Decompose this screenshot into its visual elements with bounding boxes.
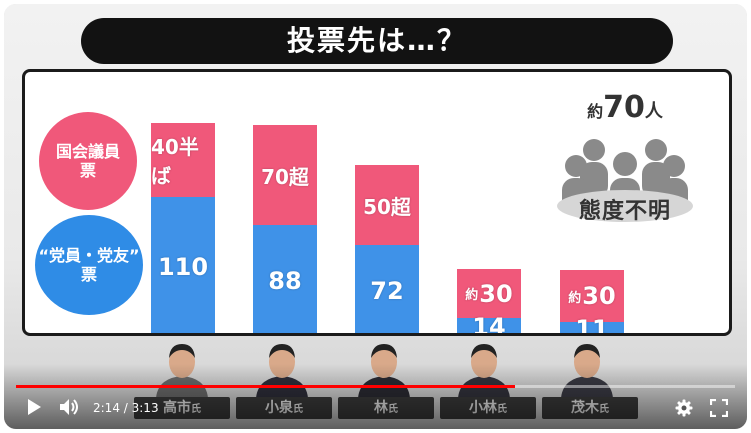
bar-1: 40半ば 110	[151, 123, 215, 333]
undecided-number: 70	[603, 90, 645, 125]
time-separator: /	[119, 401, 132, 415]
bar-segment-diet-votes: 40半ば	[151, 123, 215, 198]
bar-2: 70超 88	[253, 125, 317, 333]
volume-icon	[60, 399, 78, 415]
controls-overlay	[4, 364, 747, 429]
play-button[interactable]	[26, 398, 42, 420]
bar-value-label: 11	[575, 315, 609, 336]
undecided-suffix: 人	[644, 101, 663, 122]
crowd-silhouette-icon	[557, 139, 693, 222]
video-title-banner: 投票先は…？	[81, 18, 673, 64]
bar-segment-diet-votes: 約 30	[560, 270, 624, 323]
video-frame: 投票先は…？ 国会議員 票 “党員・党友” 票 40半ば 110 70超 88 50超 7…	[4, 4, 747, 429]
legend-party-votes: “党員・党友” 票	[35, 215, 143, 315]
label-prefix: 約	[465, 288, 479, 304]
fullscreen-button[interactable]	[709, 398, 729, 421]
undecided-prefix: 約	[587, 102, 604, 121]
bar-3: 50超 72	[355, 165, 419, 333]
bar-value-label: 14	[472, 313, 506, 336]
bar-segment-party-votes: 88	[253, 225, 317, 333]
bar-value-label: 40半ば	[151, 135, 199, 189]
vote-chart: 国会議員 票 “党員・党友” 票 40半ば 110 70超 88 50超 72 約 30 14 約…	[22, 69, 732, 336]
legend-party-votes-line1: “党員・党友”	[38, 245, 140, 265]
bar-value-label: 30	[479, 279, 513, 308]
current-time: 2:14	[93, 401, 120, 415]
bar-segment-diet-votes: 50超	[355, 165, 419, 246]
progress-bar[interactable]	[16, 385, 735, 388]
bar-segment-party-votes: 14	[457, 313, 521, 333]
undecided-label: 態度不明	[578, 199, 671, 224]
bar-segment-diet-votes: 70超	[253, 125, 317, 226]
video-player[interactable]: 投票先は…？ 国会議員 票 “党員・党友” 票 40半ば 110 70超 88 50超 7…	[4, 4, 747, 429]
volume-button[interactable]	[59, 398, 81, 420]
progress-played	[16, 385, 515, 388]
legend-diet-votes-line2: 票	[79, 161, 96, 180]
bar-value-label: 30	[582, 282, 616, 311]
legend-party-votes-line2: 票	[80, 265, 97, 284]
bar-value-label: 70超	[261, 164, 309, 189]
legend-diet-votes: 国会議員 票	[39, 112, 137, 210]
bar-segment-diet-votes: 約 30	[457, 269, 521, 319]
label-prefix: 約	[568, 290, 582, 306]
time-display: 2:14 / 3:13	[93, 401, 159, 415]
bar-value-label: 50超	[363, 194, 411, 219]
fullscreen-icon	[709, 398, 729, 418]
bar-segment-party-votes: 110	[151, 197, 215, 333]
bar-segment-party-votes: 72	[355, 245, 419, 333]
bar-value-label: 72	[370, 276, 404, 305]
bar-4: 約 30 14	[457, 269, 521, 333]
play-icon	[28, 399, 41, 415]
undecided-group: 約70人 態度不明	[550, 90, 700, 240]
bar-value-label: 88	[268, 266, 302, 295]
settings-button[interactable]	[675, 399, 693, 421]
duration: 3:13	[131, 401, 159, 415]
bar-5: 約 30 11	[560, 270, 624, 333]
undecided-count: 約70人	[550, 90, 700, 125]
settings-gear-icon	[675, 399, 693, 417]
bar-segment-party-votes: 11	[560, 315, 624, 333]
bar-value-label: 110	[157, 252, 209, 281]
legend-diet-votes-line1: 国会議員	[55, 141, 120, 161]
